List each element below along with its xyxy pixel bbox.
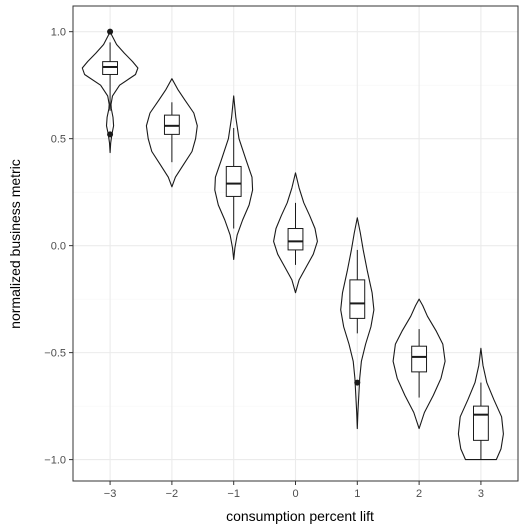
x-tick-label: −1 [227, 488, 240, 500]
x-tick-label: −3 [104, 488, 117, 500]
box--3 [102, 61, 118, 75]
x-tick-label: 2 [416, 488, 422, 500]
x-tick-label: 0 [292, 488, 298, 500]
outlier-point-1 [354, 379, 361, 386]
x-tick-label: 3 [478, 488, 484, 500]
violin-0 [273, 172, 318, 294]
y-tick-label: 1.0 [51, 27, 66, 39]
outlier-point--3 [107, 28, 114, 35]
boxplots [102, 28, 489, 460]
y-tick-label: −1.0 [44, 455, 66, 467]
axis-ticks: 1.0 0.5 0.0 −0.5 −1.0 −3 −2 −1 0 1 2 3 [44, 27, 484, 500]
box-3 [473, 405, 489, 441]
x-axis-title: consumption percent lift [226, 508, 374, 524]
violin--2 [145, 78, 198, 188]
box-2 [411, 345, 428, 373]
box--1 [225, 165, 242, 197]
outlier-point--3 [107, 131, 114, 138]
y-tick-label: 0.0 [51, 241, 66, 253]
box--2 [163, 114, 180, 135]
box-0 [287, 228, 304, 251]
violin--1 [214, 95, 254, 261]
x-tick-label: 1 [354, 488, 360, 500]
violin-2 [392, 298, 446, 430]
y-tick-label: −0.5 [44, 348, 66, 360]
box-1 [349, 279, 366, 319]
x-tick-label: −2 [166, 488, 179, 500]
y-tick-label: 0.5 [51, 134, 66, 146]
violin-1 [340, 217, 375, 430]
violin-3 [457, 347, 504, 461]
y-axis-title: normalized business metric [7, 159, 23, 329]
